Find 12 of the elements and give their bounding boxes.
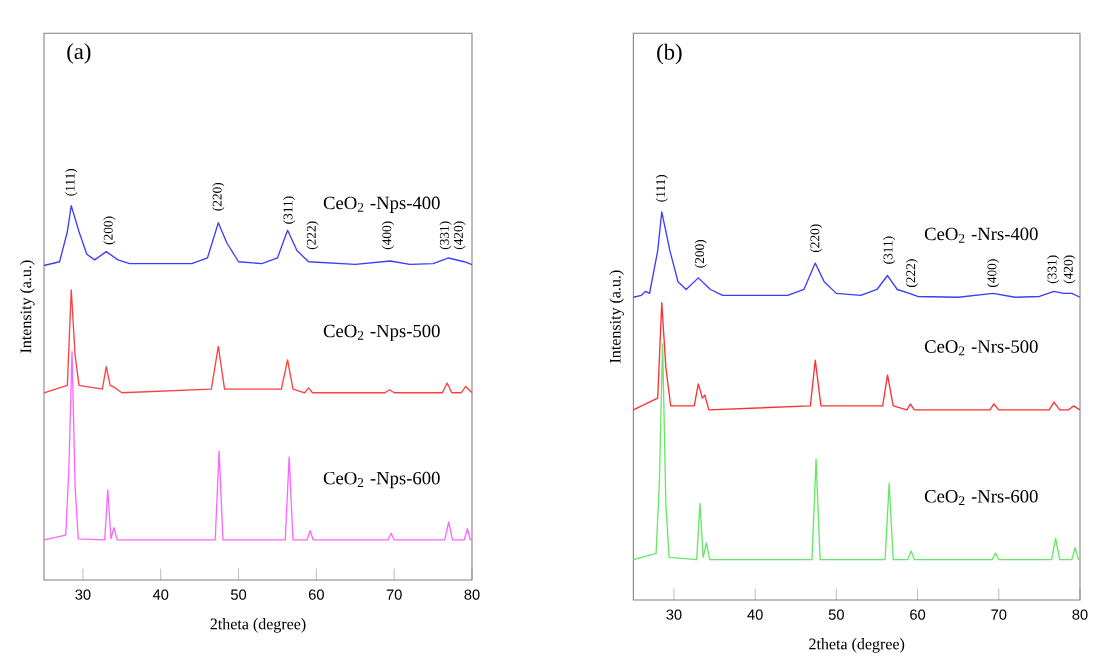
series-label: CeO$_{2}$ -Nrs-600 (924, 489, 1038, 506)
x-axis-title: 2theta (degree) (210, 618, 306, 633)
text: CeO$_{2}$ -Nps-500 (323, 324, 440, 342)
y-axis-title: Intensity (a.u.) (609, 270, 624, 363)
y-axis-title: Intensity (a.u.) (20, 260, 35, 353)
text: CeO$_{2}$ -Nrs-400 (924, 227, 1038, 243)
x-axis-title: 2theta (degree) (809, 638, 905, 653)
text: CeO$_{2}$ -Nps-400 (323, 196, 440, 214)
text: CeO$_{2}$ -Nrs-500 (924, 340, 1038, 356)
chart-title: (b) (657, 43, 682, 65)
series-label: CeO$_{2}$ -Nps-600 (323, 471, 440, 489)
chart-title: (a) (67, 43, 91, 64)
